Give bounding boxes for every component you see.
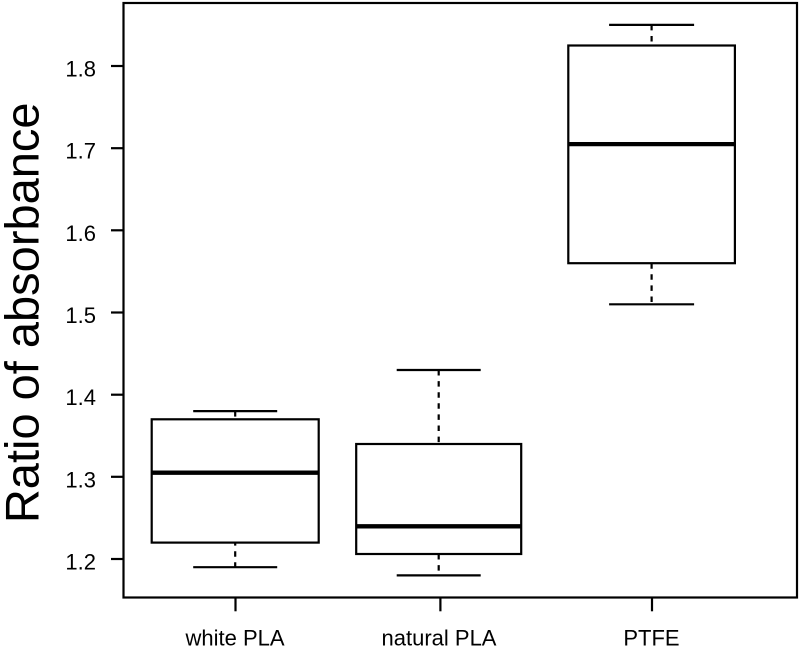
svg-text:white PLA: white PLA (184, 625, 284, 649)
svg-text:1.7: 1.7 (65, 139, 96, 164)
svg-text:1.5: 1.5 (65, 303, 96, 328)
svg-text:1.6: 1.6 (65, 221, 96, 246)
svg-text:1.4: 1.4 (65, 385, 96, 410)
svg-text:natural PLA: natural PLA (382, 625, 497, 649)
svg-text:PTFE: PTFE (623, 625, 679, 649)
svg-text:1.2: 1.2 (65, 550, 96, 575)
svg-text:1.8: 1.8 (65, 57, 96, 82)
svg-text:1.3: 1.3 (65, 467, 96, 492)
svg-text:Ratio of absorbance: Ratio of absorbance (0, 102, 48, 523)
